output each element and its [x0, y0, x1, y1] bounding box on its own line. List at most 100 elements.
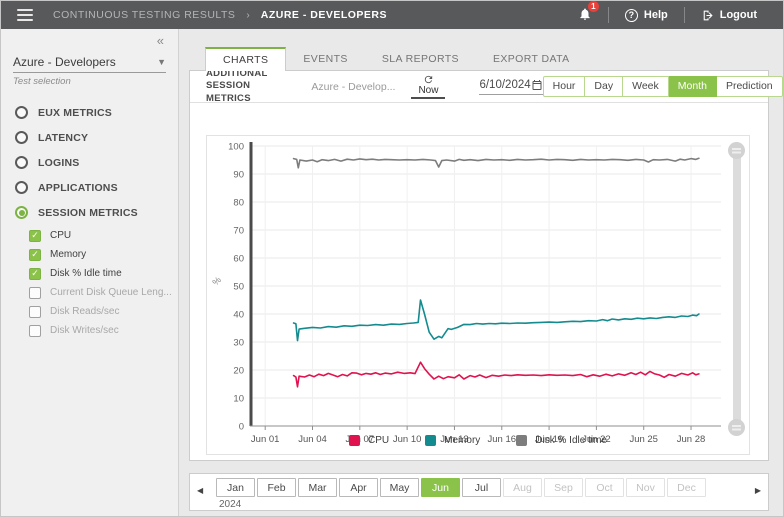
tab-charts[interactable]: CHARTS — [205, 47, 287, 71]
refresh-now-label: Now — [418, 84, 439, 96]
legend-label-memory: Memory — [444, 435, 481, 446]
chart-range-slider[interactable] — [728, 142, 746, 436]
sidebar-radio-logins[interactable]: LOGINS — [1, 150, 178, 175]
notifications-button[interactable]: 1 — [562, 1, 608, 27]
series-line-disk-idle-time[interactable] — [292, 157, 700, 169]
checkbox-icon: ✓ — [29, 267, 41, 280]
header-divider — [683, 7, 685, 23]
month-button-jul[interactable]: Jul — [462, 478, 501, 497]
x-tick-label: Jun 25 — [629, 434, 658, 445]
metric-checkbox-disk-writes-sec[interactable]: Disk Writes/sec — [29, 321, 178, 340]
test-group-dropdown[interactable]: Azure - Developers ▼ — [13, 55, 166, 73]
sidebar-radio-latency[interactable]: LATENCY — [1, 125, 178, 150]
header-actions: 1 ? Help Logout — [562, 1, 773, 29]
y-tick-label: 100 — [228, 142, 244, 153]
caret-down-icon: ▼ — [157, 57, 166, 67]
month-button-feb[interactable]: Feb — [257, 478, 296, 497]
range-button-prediction[interactable]: Prediction — [716, 75, 783, 98]
radio-label-applications: APPLICATIONS — [38, 181, 118, 194]
y-tick-label: 20 — [233, 366, 244, 377]
collapse-sidebar-icon[interactable]: « — [156, 33, 164, 48]
month-button-apr[interactable]: Apr — [339, 478, 378, 497]
x-tick-label: Jun 28 — [677, 434, 706, 445]
metric-checkbox-cpu[interactable]: ✓ CPU — [29, 226, 178, 245]
help-label: Help — [643, 9, 668, 21]
y-tick-label: 30 — [233, 338, 244, 349]
y-tick-label: 70 — [233, 226, 244, 237]
prev-month-arrow-icon[interactable]: ◀ — [197, 486, 204, 495]
x-tick-label: Jun 13 — [440, 434, 469, 445]
tab-sla-reports[interactable]: SLA REPORTS — [381, 53, 459, 65]
month-button-mar[interactable]: Mar — [298, 478, 337, 497]
checkbox-label-memory: Memory — [50, 249, 87, 260]
scope-dropdown[interactable]: Azure - Develop... — [311, 80, 396, 93]
slider-handle-bottom-icon[interactable] — [728, 419, 745, 436]
checkbox-icon — [29, 305, 41, 318]
refresh-now-button[interactable]: Now — [411, 74, 446, 100]
main-content: CHARTS EVENTS SLA REPORTS EXPORT DATA ADDIT… — [189, 29, 783, 516]
calendar-icon — [532, 79, 542, 90]
x-tick-label: Jun 19 — [535, 434, 564, 445]
help-button[interactable]: ? Help — [609, 8, 684, 22]
legend-item-cpu[interactable]: CPU — [349, 435, 389, 446]
y-tick-label: 50 — [233, 282, 244, 293]
radio-label-latency: LATENCY — [38, 131, 89, 144]
radio-label-eux-metrics: EUX METRICS — [38, 106, 112, 119]
chart-toolbar: ADDITIONAL SESSION METRICS Azure - Devel… — [190, 68, 783, 104]
checkbox-label-current-disk-queue-leng: Current Disk Queue Leng... — [50, 287, 172, 298]
menu-icon[interactable] — [17, 9, 33, 21]
metric-checkbox-current-disk-queue-leng[interactable]: Current Disk Queue Leng... — [29, 283, 178, 302]
question-icon: ? — [624, 8, 638, 22]
month-button-sep: Sep — [544, 478, 583, 497]
checkbox-label-disk-writes-sec: Disk Writes/sec — [50, 325, 119, 336]
legend-item-memory[interactable]: Memory — [425, 435, 480, 446]
breadcrumb-root[interactable]: CONTINUOUS TESTING RESULTS — [53, 9, 236, 21]
radio-icon — [15, 106, 28, 119]
sidebar-radio-session-metrics[interactable]: SESSION METRICS — [1, 200, 178, 225]
y-tick-label: 90 — [233, 170, 244, 181]
y-tick-label: 60 — [233, 254, 244, 265]
range-button-day[interactable]: Day — [585, 75, 624, 98]
month-button-may[interactable]: May — [380, 478, 419, 497]
metric-checkbox-disk-reads-sec[interactable]: Disk Reads/sec — [29, 302, 178, 321]
next-month-arrow-icon[interactable]: ▶ — [754, 486, 761, 495]
metric-checkbox-disk-idle-time[interactable]: ✓ Disk % Idle time — [29, 264, 178, 283]
session-metric-checkbox-list: ✓ CPU ✓ Memory ✓ Disk % Idle time Current Disk… — [1, 225, 178, 340]
month-button-nov: Nov — [626, 478, 665, 497]
logout-label: Logout — [719, 9, 757, 21]
slider-handle-top-icon[interactable] — [728, 142, 745, 159]
range-button-week[interactable]: Week — [623, 75, 669, 98]
y-tick-label: 80 — [233, 198, 244, 209]
tab-events[interactable]: EVENTS — [303, 53, 348, 65]
series-line-cpu[interactable] — [292, 361, 700, 388]
checkbox-icon — [29, 286, 41, 299]
legend-item-disk-idle-time[interactable]: Disk % Idle time — [516, 435, 607, 446]
sidebar-radio-applications[interactable]: APPLICATIONS — [1, 175, 178, 200]
sidebar-radio-eux-metrics[interactable]: EUX METRICS — [1, 100, 178, 125]
month-button-jan[interactable]: Jan — [216, 478, 255, 497]
range-button-month[interactable]: Month — [668, 75, 717, 98]
test-group-dropdown-value: Azure - Developers — [13, 55, 116, 69]
range-button-hour[interactable]: Hour — [542, 75, 586, 98]
legend-swatch-memory — [425, 435, 437, 446]
series-line-memory[interactable] — [292, 299, 700, 342]
month-button-jun[interactable]: Jun — [421, 478, 460, 497]
x-tick-label: Jun 16 — [488, 434, 517, 445]
x-tick-label: Jun 22 — [582, 434, 611, 445]
logout-icon — [703, 10, 713, 20]
legend-swatch-cpu — [349, 435, 361, 446]
month-button-aug: Aug — [503, 478, 542, 497]
slider-track[interactable] — [733, 150, 741, 428]
legend-swatch-disk-idle-time — [516, 435, 528, 446]
radio-icon — [15, 181, 28, 194]
bell-icon — [580, 7, 590, 20]
date-picker[interactable]: 6/10/2024 — [479, 79, 543, 95]
metric-checkbox-memory[interactable]: ✓ Memory — [29, 245, 178, 264]
chart-legend: CPU Memory Disk % Idle time — [207, 435, 749, 446]
logout-button[interactable]: Logout — [685, 9, 773, 22]
x-tick-label: Jun 04 — [298, 434, 327, 445]
tab-export-data[interactable]: EXPORT DATA — [492, 53, 570, 65]
